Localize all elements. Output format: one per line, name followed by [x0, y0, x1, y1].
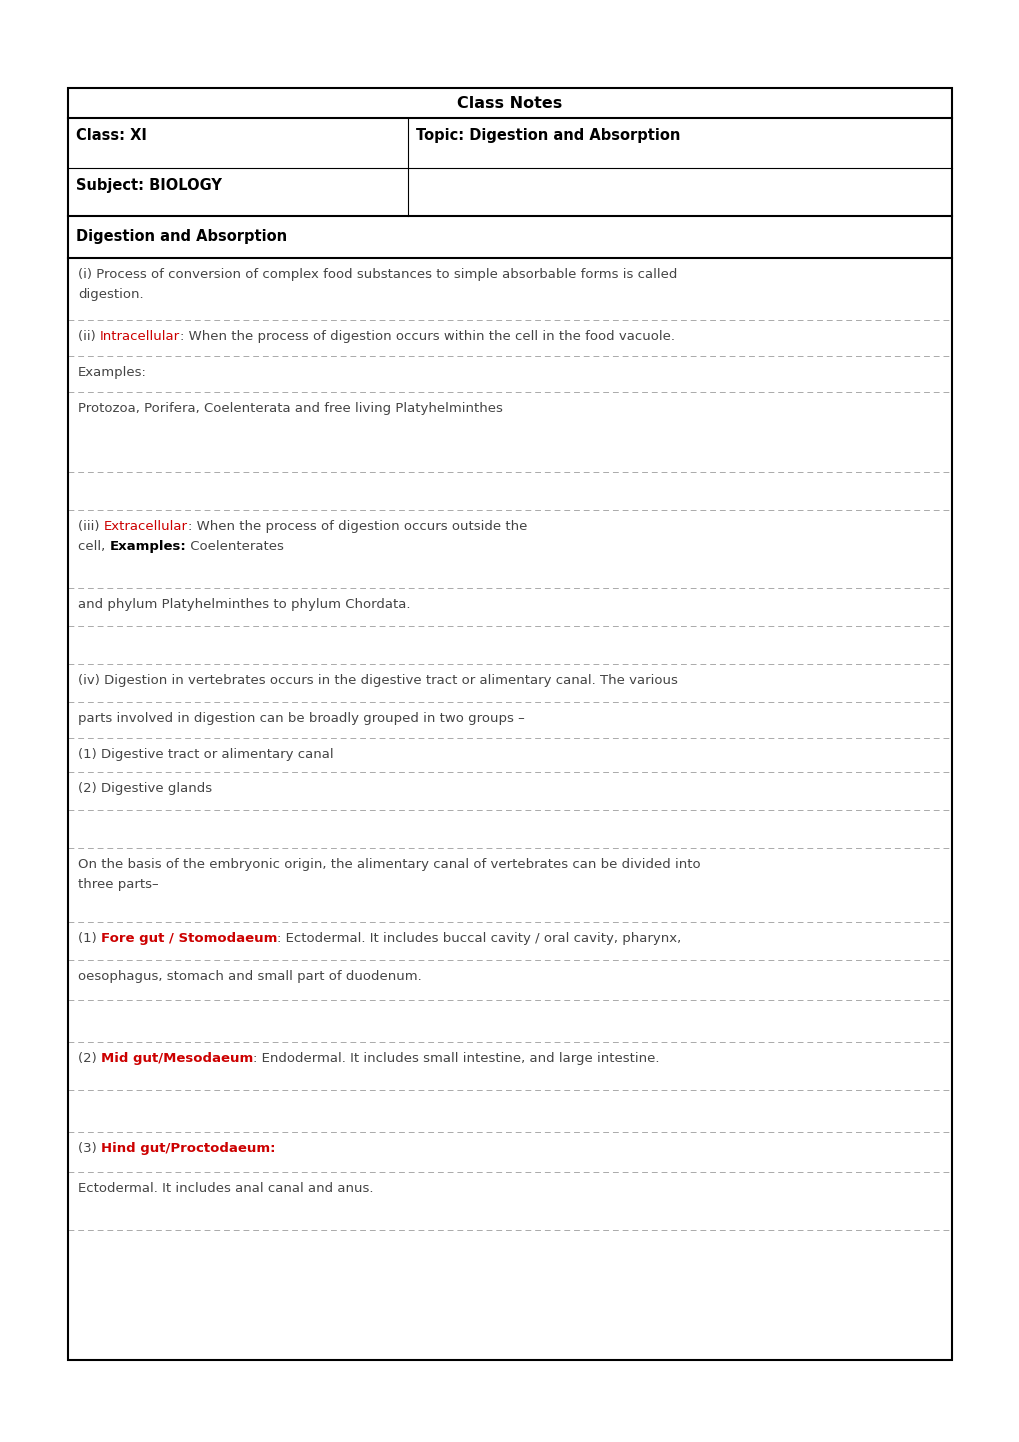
Text: : When the process of digestion occurs outside the: : When the process of digestion occurs o…: [187, 521, 527, 534]
Text: Intracellular: Intracellular: [100, 330, 180, 343]
Text: Digestion and Absorption: Digestion and Absorption: [76, 229, 286, 245]
Text: On the basis of the embryonic origin, the alimentary canal of vertebrates can be: On the basis of the embryonic origin, th…: [77, 858, 700, 871]
Text: Hind gut/Proctodaeum:: Hind gut/Proctodaeum:: [101, 1142, 275, 1155]
Text: Class: XI: Class: XI: [76, 128, 147, 143]
Text: (iv) Digestion in vertebrates occurs in the digestive tract or alimentary canal.: (iv) Digestion in vertebrates occurs in …: [77, 673, 678, 686]
Text: Coelenterates: Coelenterates: [186, 539, 284, 552]
Text: (2) Digestive glands: (2) Digestive glands: [77, 782, 212, 795]
Text: oesophagus, stomach and small part of duodenum.: oesophagus, stomach and small part of du…: [77, 970, 421, 983]
Bar: [68, 88, 951, 1360]
Text: Examples:: Examples:: [109, 539, 186, 552]
Text: Mid gut/Mesodaeum: Mid gut/Mesodaeum: [101, 1053, 253, 1066]
Text: (1): (1): [77, 932, 101, 945]
Text: : Ectodermal. It includes buccal cavity / oral cavity, pharynx,: : Ectodermal. It includes buccal cavity …: [277, 932, 681, 945]
Text: Examples:: Examples:: [77, 366, 147, 379]
Text: Ectodermal. It includes anal canal and anus.: Ectodermal. It includes anal canal and a…: [77, 1182, 373, 1195]
Text: (3): (3): [77, 1142, 101, 1155]
Text: and phylum Platyhelminthes to phylum Chordata.: and phylum Platyhelminthes to phylum Cho…: [77, 598, 410, 611]
Text: Protozoa, Porifera, Coelenterata and free living Platyhelminthes: Protozoa, Porifera, Coelenterata and fre…: [77, 402, 502, 415]
Text: : Endodermal. It includes small intestine, and large intestine.: : Endodermal. It includes small intestin…: [253, 1053, 659, 1066]
Text: (i) Process of conversion of complex food substances to simple absorbable forms : (i) Process of conversion of complex foo…: [77, 268, 677, 281]
Text: Topic: Digestion and Absorption: Topic: Digestion and Absorption: [416, 128, 680, 143]
Text: three parts–: three parts–: [77, 878, 159, 891]
Text: Extracellular: Extracellular: [104, 521, 187, 534]
Text: (ii): (ii): [77, 330, 100, 343]
Text: : When the process of digestion occurs within the cell in the food vacuole.: : When the process of digestion occurs w…: [180, 330, 675, 343]
Text: parts involved in digestion can be broadly grouped in two groups –: parts involved in digestion can be broad…: [77, 712, 524, 725]
Text: Class Notes: Class Notes: [457, 95, 562, 111]
Text: cell,: cell,: [77, 539, 109, 552]
Text: digestion.: digestion.: [77, 288, 144, 301]
Text: (1) Digestive tract or alimentary canal: (1) Digestive tract or alimentary canal: [77, 748, 333, 761]
Text: Fore gut / Stomodaeum: Fore gut / Stomodaeum: [101, 932, 277, 945]
Text: (2): (2): [77, 1053, 101, 1066]
Text: Subject: BIOLOGY: Subject: BIOLOGY: [76, 177, 222, 193]
Text: (iii): (iii): [77, 521, 104, 534]
